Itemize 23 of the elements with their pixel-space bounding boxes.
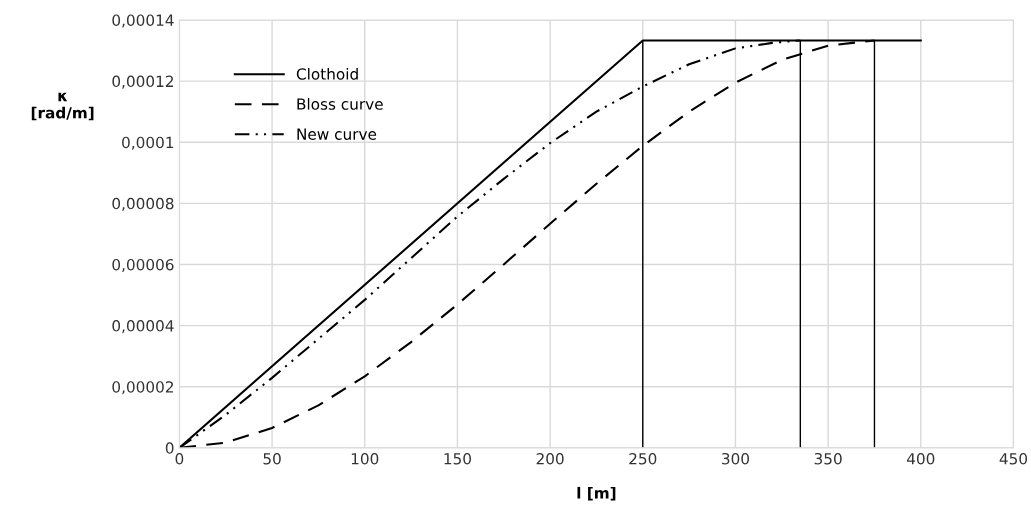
x-tick-label: 50 (263, 452, 281, 465)
y-tick-label: 0 (165, 442, 174, 454)
x-tick-label: 0 (175, 452, 184, 465)
y-tick-label: 0,00006 (112, 258, 174, 273)
x-tick-label: 450 (999, 452, 1028, 465)
x-tick-label: 400 (906, 452, 935, 465)
x-tick-label: 100 (351, 452, 379, 465)
y-tick-label: 0,0001 (122, 136, 174, 150)
x-tick-label: 200 (536, 452, 564, 465)
y-tick-label: 0,00004 (112, 320, 174, 334)
x-tick-label: 300 (722, 452, 750, 465)
x-axis-title: l [m] (577, 486, 616, 501)
y-tick-label: 0,00008 (112, 197, 174, 211)
x-tick-label: 250 (629, 452, 657, 465)
y-tick-label: 0,00014 (112, 14, 174, 28)
legend-label: New curve (297, 128, 377, 140)
y-tick-label: 0,00012 (112, 75, 173, 89)
x-tick-label: 350 (814, 452, 842, 465)
y-axis-title: κ [rad/m] (31, 92, 94, 121)
legend-label: Clothoid (296, 67, 358, 80)
y-tick-label: 0,00002 (112, 381, 173, 395)
legend-label: Bloss curve (297, 97, 383, 110)
x-tick-label: 150 (444, 452, 471, 465)
